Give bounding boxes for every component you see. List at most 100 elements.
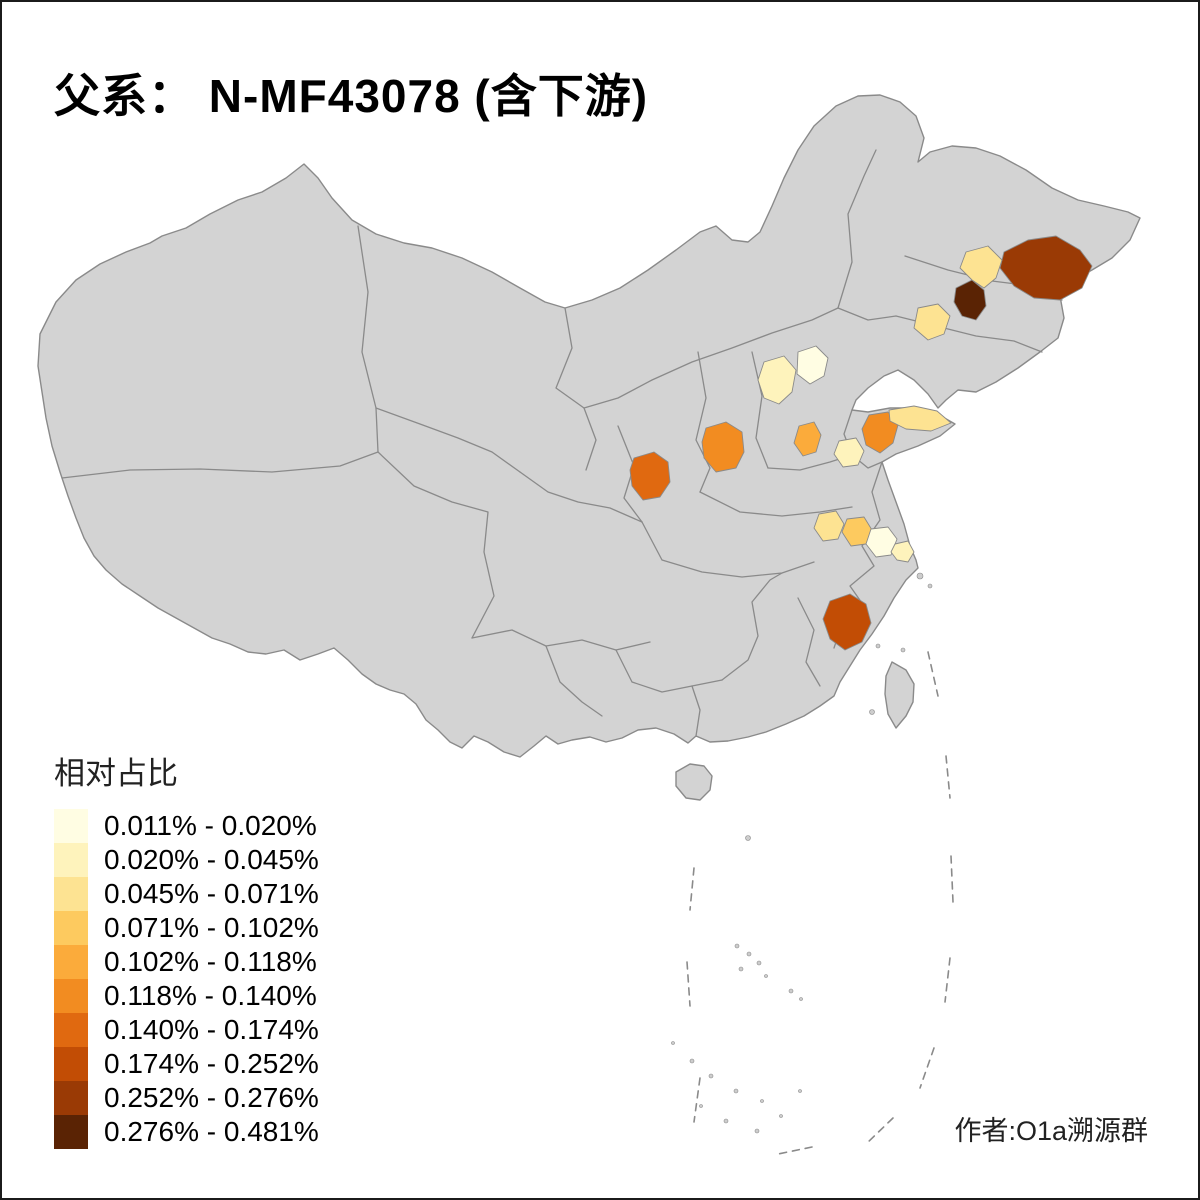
legend-label: 0.140% - 0.174%	[104, 1014, 319, 1045]
legend-title: 相对占比	[54, 756, 178, 791]
legend-label: 0.045% - 0.071%	[104, 878, 319, 909]
boundary-line	[519, 471, 643, 523]
island-dot	[754, 1128, 760, 1134]
island-dot	[927, 583, 933, 589]
legend-row: 0.118% - 0.140%	[54, 979, 319, 1013]
page-title: 父系： N-MF43078 (含下游)	[54, 70, 649, 122]
highlighted-region-northeast-large	[999, 235, 1093, 301]
boundary-line	[375, 407, 521, 473]
legend-swatch	[54, 945, 88, 979]
boundary-line	[721, 572, 783, 681]
legend-swatch	[54, 877, 88, 911]
legend-swatch	[54, 979, 88, 1013]
island-dot	[708, 1073, 714, 1079]
island-dot	[699, 1104, 703, 1108]
boundary-line	[545, 645, 603, 717]
highlighted-region-shandong-peninsula-pale	[888, 405, 952, 432]
island-dot	[671, 1041, 675, 1045]
dash-segment	[919, 1047, 935, 1089]
legend-label: 0.020% - 0.045%	[104, 844, 319, 875]
island-dot	[734, 943, 740, 949]
boundary-line	[691, 685, 701, 737]
boundary-line	[641, 521, 815, 578]
boundary-line	[837, 307, 897, 321]
legend-row: 0.102% - 0.118%	[54, 945, 319, 979]
boundary-line	[797, 597, 821, 687]
legend-label: 0.174% - 0.252%	[104, 1048, 319, 1079]
boundary-line	[377, 451, 495, 639]
legend-label: 0.276% - 0.481%	[104, 1116, 319, 1147]
highlighted-region-jiangsu-pale	[865, 526, 898, 558]
boundary-line	[849, 461, 883, 607]
island-dot	[916, 572, 924, 580]
boundary-line	[695, 351, 711, 493]
dash-segment	[865, 1117, 894, 1145]
island-dot	[798, 1089, 802, 1093]
legend-swatch	[54, 1115, 88, 1149]
legend-swatch	[54, 1013, 88, 1047]
highlighted-region-anhui-a	[813, 510, 845, 542]
legend-row: 0.020% - 0.045%	[54, 843, 319, 877]
highlighted-regions	[629, 235, 1093, 651]
island-dot	[689, 1058, 695, 1064]
dash-segment	[927, 651, 939, 697]
hainan-island	[675, 763, 713, 801]
legend-label: 0.011% - 0.020%	[104, 810, 317, 841]
highlighted-region-henan-light-orange	[793, 421, 822, 457]
author-credit: 作者:O1a溯源群	[954, 1116, 1148, 1146]
legend-row: 0.174% - 0.252%	[54, 1047, 319, 1081]
island-dot	[760, 1099, 764, 1103]
legend-label: 0.102% - 0.118%	[104, 946, 317, 977]
boundary-line	[837, 149, 877, 309]
dash-segment	[777, 1146, 813, 1155]
legend-label: 0.252% - 0.276%	[104, 1082, 319, 1113]
highlighted-region-hebei-cream	[757, 355, 797, 405]
boundary-line	[357, 225, 379, 453]
island-dot	[738, 966, 744, 972]
highlighted-region-coast-pale	[890, 540, 915, 563]
dash-segment	[945, 755, 951, 799]
island-dot	[788, 988, 794, 994]
legend-row: 0.071% - 0.102%	[54, 911, 319, 945]
island-dot	[723, 1118, 729, 1124]
small-islands	[671, 572, 933, 1134]
legend-row: 0.045% - 0.071%	[54, 877, 319, 911]
legend-row: 0.252% - 0.276%	[54, 1081, 319, 1115]
highlighted-region-northeast-pale-a	[959, 245, 1003, 289]
dash-segment	[689, 867, 695, 911]
highlighted-region-central-pale	[833, 437, 865, 468]
highlighted-region-shanxi-orange	[701, 421, 745, 473]
dash-segment	[944, 957, 951, 1003]
boundary-line	[699, 491, 853, 517]
legend-swatch	[54, 843, 88, 877]
island-dot	[799, 997, 803, 1001]
legend-swatch	[54, 1047, 88, 1081]
highlighted-region-fujian-dark	[822, 593, 872, 651]
island-dot	[869, 709, 875, 715]
highlighted-region-beijing-pale	[796, 345, 829, 385]
taiwan-island	[884, 661, 915, 729]
highlighted-region-northeast-pale-b	[913, 303, 951, 341]
legend-swatch	[54, 809, 88, 843]
boundary-line	[555, 307, 839, 409]
legend-row: 0.276% - 0.481%	[54, 1115, 319, 1149]
legend-row: 0.011% - 0.020%	[54, 809, 319, 843]
boundary-line	[583, 407, 597, 471]
highlighted-region-shaanxi-deep-orange	[629, 451, 671, 501]
boundary-line	[617, 425, 643, 523]
legend-row: 0.140% - 0.174%	[54, 1013, 319, 1047]
island-dot	[875, 643, 881, 649]
island-dot	[900, 647, 906, 653]
boundary-line	[61, 451, 379, 479]
nine-dash-line	[686, 651, 954, 1155]
legend-label: 0.071% - 0.102%	[104, 912, 319, 943]
island-dot	[745, 835, 751, 841]
island-dot	[746, 951, 752, 957]
legend-swatch	[54, 1081, 88, 1115]
boundary-line	[471, 629, 651, 651]
legend: 相对占比 0.011% - 0.020% 0.020% - 0.045% 0.0…	[54, 748, 319, 1149]
island-dot	[764, 974, 768, 978]
legend-swatch	[54, 911, 88, 945]
dash-segment	[686, 961, 691, 1007]
